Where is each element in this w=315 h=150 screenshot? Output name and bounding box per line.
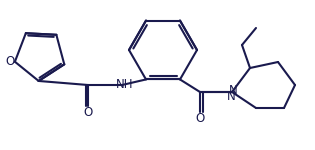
Text: NH: NH (116, 78, 134, 90)
Text: O: O (195, 112, 205, 126)
Text: O: O (83, 106, 93, 120)
Text: N: N (229, 84, 238, 98)
Text: N: N (226, 90, 235, 104)
Text: O: O (5, 55, 14, 68)
